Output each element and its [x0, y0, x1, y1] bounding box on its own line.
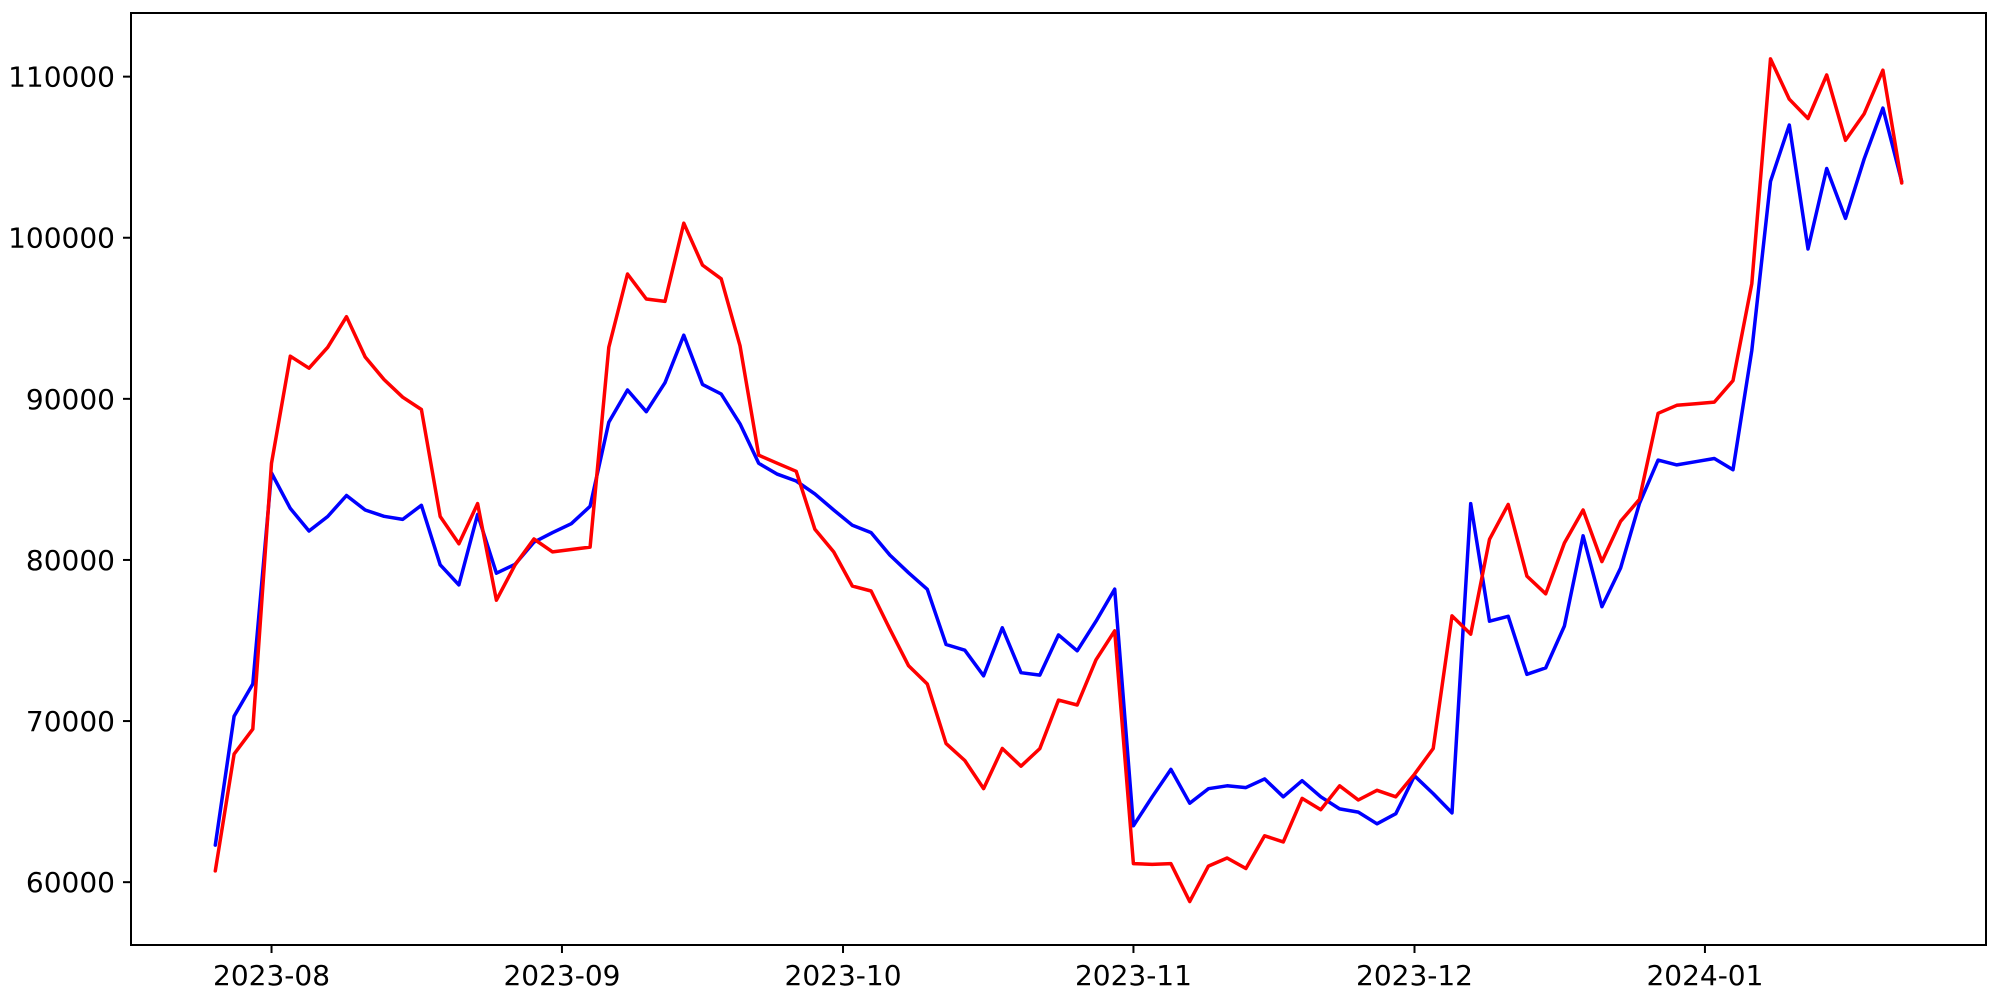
x-axis-tick-label: 2024-01	[1646, 959, 1763, 992]
y-axis-tick-label: 60000	[26, 866, 115, 899]
plot-frame	[130, 12, 1987, 946]
plot-area	[131, 13, 1986, 945]
y-axis-tick-label: 100000	[8, 222, 115, 255]
x-axis-tick-label: 2023-09	[503, 959, 620, 992]
y-axis-tick-label: 70000	[26, 705, 115, 738]
x-axis-tick-label: 2023-08	[213, 959, 330, 992]
y-axis-tick-label: 80000	[26, 544, 115, 577]
y-axis-tick-label: 90000	[26, 383, 115, 416]
red-series-line	[213, 57, 1904, 904]
blue-series-line	[213, 106, 1904, 847]
y-axis-tick-label: 110000	[8, 61, 115, 94]
x-axis-tick-label: 2023-10	[785, 959, 902, 992]
x-axis-tick-label: 2023-12	[1356, 959, 1473, 992]
x-axis-tick-label: 2023-11	[1075, 959, 1192, 992]
